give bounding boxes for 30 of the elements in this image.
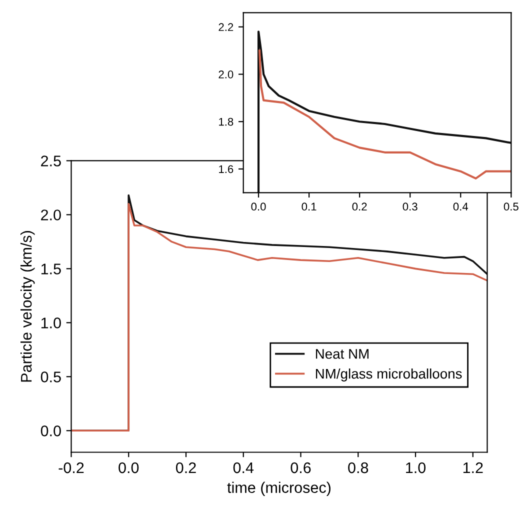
x-tick-label: 0.2 xyxy=(176,462,196,474)
y-tick-label: 2.5 xyxy=(41,156,61,166)
y-tick-label: 1.8 xyxy=(219,118,234,126)
x-tick-label: 0.0 xyxy=(118,462,139,474)
y-tick-label: 2.0 xyxy=(218,70,234,78)
y-tick-label: 0.5 xyxy=(40,372,61,382)
x-tick-label: 0.8 xyxy=(348,462,368,474)
x-tick-label: -0.2 xyxy=(58,462,84,474)
y-tick-label: 0.0 xyxy=(40,426,61,436)
legend-label: NM/glass microballoons xyxy=(316,368,462,382)
line-series xyxy=(257,30,512,193)
x-tick-label: 0.4 xyxy=(453,202,468,211)
x-tick-label: 0.4 xyxy=(233,462,254,474)
legend-label: Neat NM xyxy=(316,349,368,359)
x-tick-label: 0.6 xyxy=(290,462,311,474)
x-tick-label: 0.1 xyxy=(302,202,316,211)
line-series xyxy=(258,50,512,180)
y-axis-title: Particle velocity (km/s) xyxy=(20,231,35,382)
y-tick-label: 2.0 xyxy=(41,210,61,220)
x-tick-label: 1.2 xyxy=(463,462,483,474)
y-tick-label: 2.2 xyxy=(218,23,234,31)
y-tick-label: 1.0 xyxy=(41,318,61,328)
x-axis-title: time (microsec) xyxy=(227,482,330,496)
y-tick-label: 1.6 xyxy=(219,165,234,174)
x-tick-label: 0.5 xyxy=(504,202,518,211)
x-tick-label: 1.0 xyxy=(406,462,426,474)
y-tick-label: 1.5 xyxy=(41,264,61,274)
x-tick-label: 0.0 xyxy=(251,202,266,211)
x-tick-label: 0.3 xyxy=(402,202,418,211)
x-tick-label: 0.2 xyxy=(352,202,367,211)
